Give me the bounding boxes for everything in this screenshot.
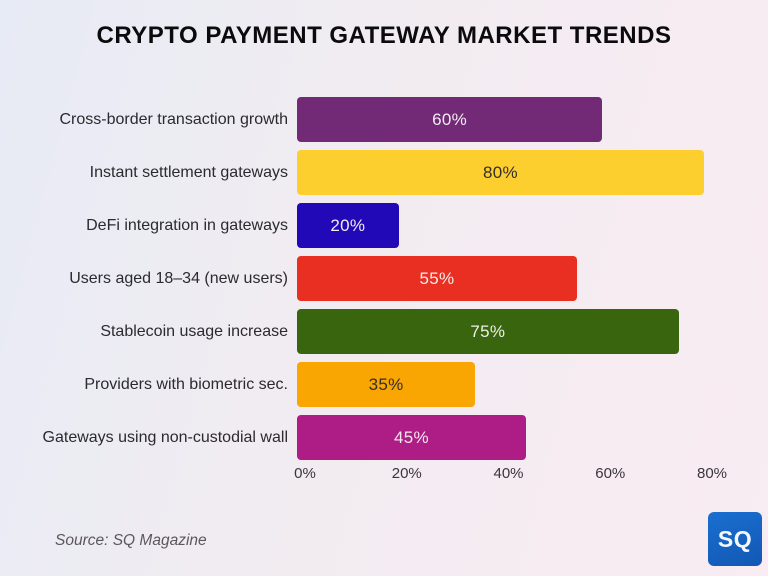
category-label: Gateways using non-custodial wall	[42, 428, 288, 446]
x-axis: 0% 20% 40% 60% 80%	[294, 465, 727, 487]
bar-track: 55%	[297, 256, 704, 301]
bar: 80%	[297, 150, 704, 195]
bar-track: 20%	[297, 203, 704, 248]
category-label: Providers with biometric sec.	[84, 375, 288, 393]
source-caption: Source: SQ Magazine	[55, 532, 207, 549]
bar-value-label: 75%	[470, 321, 506, 341]
bar-track: 75%	[297, 309, 704, 354]
bar-value-label: 55%	[419, 268, 455, 288]
bar: 35%	[297, 362, 476, 407]
bar-track: 60%	[297, 97, 704, 142]
chart-row: Instant settlement gateways 80%	[0, 150, 768, 195]
bar: 75%	[297, 309, 679, 354]
x-axis-tick: 0%	[294, 465, 316, 482]
chart-row: Providers with biometric sec. 35%	[0, 362, 768, 407]
bar-value-label: 45%	[394, 427, 429, 447]
bar-value-label: 35%	[368, 374, 404, 394]
bar: 20%	[297, 203, 399, 248]
category-label: Users aged 18–34 (new users)	[69, 269, 288, 287]
sq-logo: SQ	[708, 512, 762, 566]
x-axis-tick: 20%	[391, 465, 422, 482]
category-label: Cross-border transaction growth	[59, 110, 288, 128]
x-axis-tick: 60%	[595, 465, 626, 482]
chart-row: Gateways using non-custodial wall 45%	[0, 415, 768, 460]
chart-row: DeFi integration in gateways 20%	[0, 203, 768, 248]
chart-row: Cross-border transaction growth 60%	[0, 97, 768, 142]
chart-row: Users aged 18–34 (new users) 55%	[0, 256, 768, 301]
x-axis-tick: 40%	[493, 465, 524, 482]
bar-track: 35%	[297, 362, 704, 407]
category-label: Instant settlement gateways	[89, 163, 288, 181]
bar-track: 45%	[297, 415, 704, 460]
x-axis-tick: 80%	[696, 465, 728, 482]
bar-track: 80%	[297, 150, 704, 195]
bar: 60%	[297, 97, 603, 142]
bar-value-label: 80%	[483, 162, 518, 182]
bar-value-label: 60%	[432, 109, 468, 129]
chart-title: CRYPTO PAYMENT GATEWAY MARKET TRENDS	[96, 22, 672, 49]
sq-logo-text: SQ	[717, 525, 753, 552]
bar: 45%	[297, 415, 526, 460]
chart-row: Stablecoin usage increase 75%	[0, 309, 768, 354]
bar-value-label: 20%	[330, 215, 366, 235]
bar-chart: Cross-border transaction growth 60% Instan…	[0, 97, 768, 468]
bar: 55%	[297, 256, 577, 301]
category-label: DeFi integration in gateways	[86, 216, 288, 234]
category-label: Stablecoin usage increase	[100, 322, 288, 340]
